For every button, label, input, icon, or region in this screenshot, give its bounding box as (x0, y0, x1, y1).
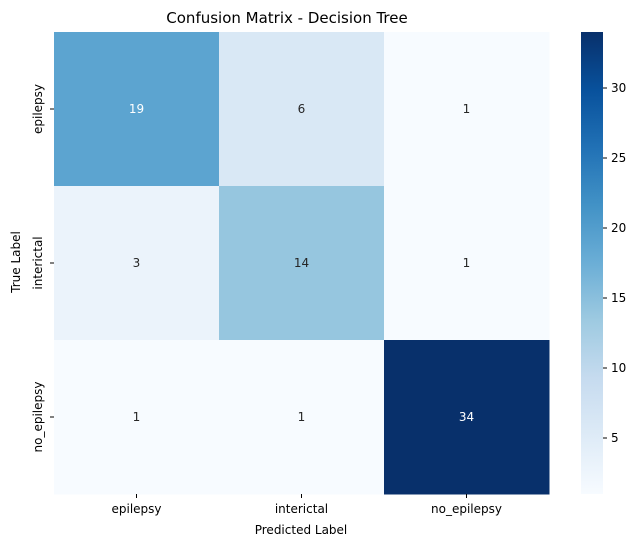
colorbar-tick-label: 20 (611, 221, 626, 235)
colorbar-gradient (581, 32, 603, 494)
colorbar-tick-label: 5 (611, 431, 619, 445)
heatmap-cell-no_epilepsy-interictal (219, 340, 385, 495)
y-axis-ticks: epilepsy interictal no_epilepsy (31, 84, 54, 453)
heatmap-cell-interictal-no_epilepsy (384, 186, 550, 341)
cell-value-label: 1 (463, 256, 471, 270)
colorbar-ticks: 5 10 15 20 25 30 (603, 81, 626, 445)
chart-title: Confusion Matrix - Decision Tree (166, 9, 407, 27)
heatmap-cell-interictal-epilepsy (54, 186, 220, 341)
y-tick-label-no_epilepsy: no_epilepsy (31, 382, 45, 453)
heatmap-cell-epilepsy-no_epilepsy (384, 32, 550, 187)
x-tick-label-epilepsy: epilepsy (111, 502, 161, 516)
colorbar-tick-label: 15 (611, 291, 626, 305)
cell-value-label: 1 (463, 102, 471, 116)
cell-value-label: 6 (298, 102, 306, 116)
heatmap-cell-epilepsy-interictal (219, 32, 385, 187)
colorbar-tick-label: 30 (611, 81, 626, 95)
cell-value-label: 3 (133, 256, 141, 270)
x-tick-label-interictal: interictal (275, 502, 328, 516)
cell-value-label: 14 (294, 256, 309, 270)
colorbar: 5 10 15 20 25 30 (581, 32, 626, 494)
y-axis-label: True Label (9, 231, 23, 294)
cell-value-label: 1 (133, 410, 141, 424)
x-axis-label: Predicted Label (255, 523, 348, 537)
x-tick-label-no_epilepsy: no_epilepsy (431, 502, 502, 516)
colorbar-tick-label: 10 (611, 361, 626, 375)
heatmap-cell-interictal-interictal (219, 186, 385, 341)
cell-value-label: 19 (129, 102, 144, 116)
heatmap-cell-epilepsy-epilepsy (54, 32, 220, 187)
heatmap-cells: 19 6 1 3 14 1 1 1 34 (54, 32, 550, 495)
colorbar-tick-label: 25 (611, 151, 626, 165)
heatmap-cell-no_epilepsy-epilepsy (54, 340, 220, 495)
y-tick-label-epilepsy: epilepsy (31, 84, 45, 134)
y-tick-label-interictal: interictal (31, 236, 45, 289)
heatmap-cell-no_epilepsy-no_epilepsy (384, 340, 550, 495)
cell-value-label: 1 (298, 410, 306, 424)
x-axis-ticks: epilepsy interictal no_epilepsy (111, 494, 502, 516)
cell-value-label: 34 (459, 410, 474, 424)
